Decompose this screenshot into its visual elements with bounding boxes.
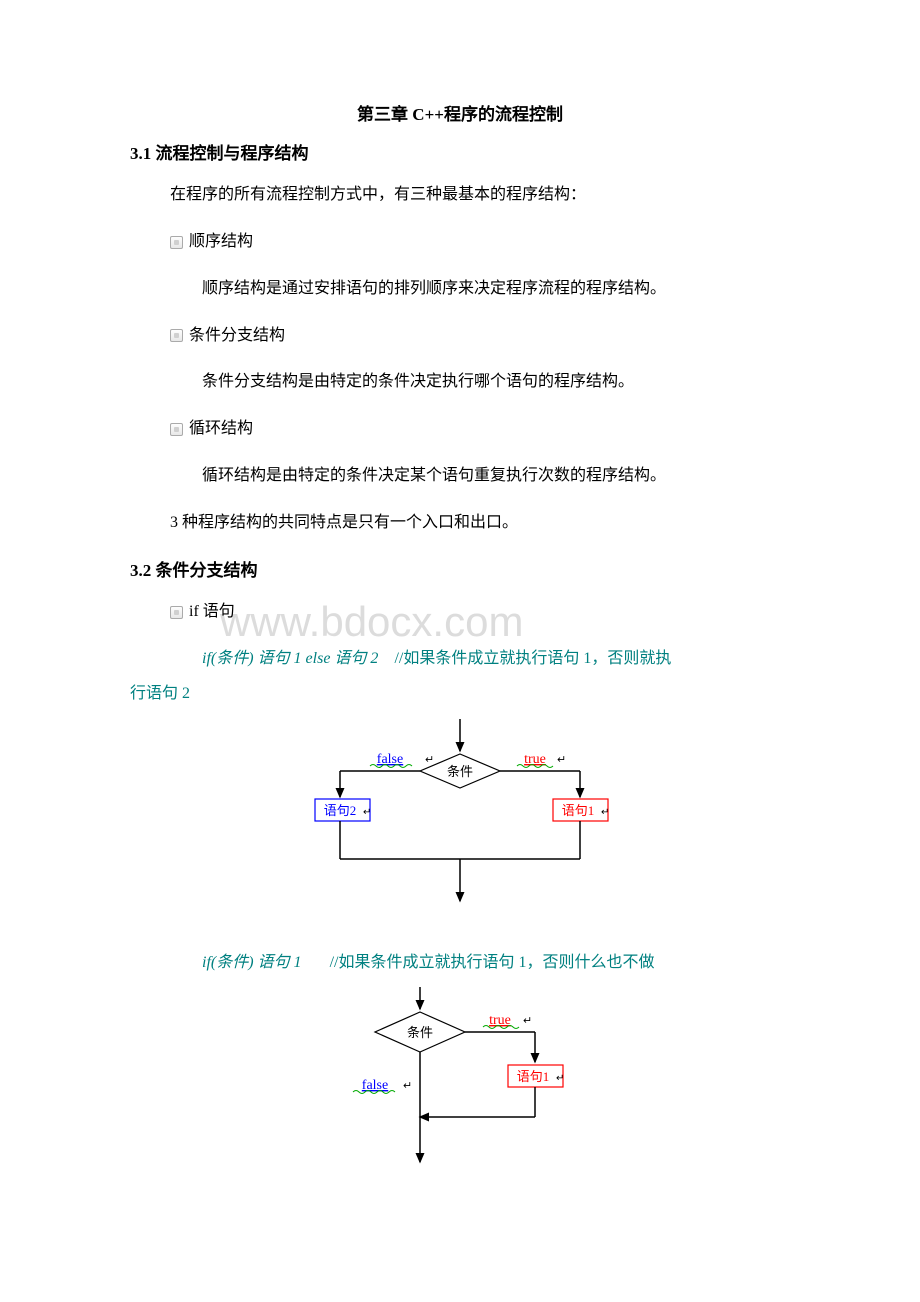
if-only-code: if(条件) 语句 1 //如果条件成立就执行语句 1，否则什么也不做 (202, 949, 790, 978)
code-comment: //如果条件成立就执行语句 1，否则什么也不做 (330, 954, 655, 971)
bullet-icon (170, 423, 183, 436)
svg-text:↵: ↵ (425, 754, 434, 766)
section-32-title: 3.2 条件分支结构 (130, 556, 790, 587)
desc-sequential: 顺序结构是通过安排语句的排列顺序来决定程序流程的程序结构。 (202, 275, 790, 304)
stmt2-label: 语句2 (324, 803, 357, 818)
intro-para: 在程序的所有流程控制方式中，有三种最基本的程序结构： (170, 181, 790, 210)
comment-continuation: 行语句 2 (130, 680, 790, 709)
bullet-icon (170, 236, 183, 249)
svg-text:↵: ↵ (601, 807, 609, 818)
bullet-label: if 语句 (189, 598, 235, 627)
stmt1-label: 语句1 (517, 1069, 550, 1084)
if-else-code: if(条件) 语句 1 else 语句 2 //如果条件成立就执行语句 1，否则… (202, 645, 790, 674)
bullet-label: 顺序结构 (189, 228, 253, 257)
stmt1-label: 语句1 (562, 803, 595, 818)
flowchart-svg-1: 条件 false ↵ true ↵ 语句2 ↵ 语句1 ↵ (295, 719, 625, 909)
desc-conditional: 条件分支结构是由特定的条件决定执行哪个语句的程序结构。 (202, 368, 790, 397)
chapter-title: 第三章 C++程序的流程控制 (130, 100, 790, 131)
flowchart-if-else: 条件 false ↵ true ↵ 语句2 ↵ 语句1 ↵ (130, 719, 790, 909)
bullet-label: 循环结构 (189, 415, 253, 444)
flowchart-if-only: 条件 true ↵ 语句1 ↵ false ↵ (130, 987, 790, 1167)
svg-text:↵: ↵ (523, 1015, 532, 1027)
svg-text:↵: ↵ (403, 1080, 412, 1092)
bullet-loop: 循环结构 (170, 415, 790, 444)
flowchart-svg-2: 条件 true ↵ 语句1 ↵ false ↵ (325, 987, 595, 1167)
section-31-title: 3.1 流程控制与程序结构 (130, 139, 790, 170)
bullet-conditional: 条件分支结构 (170, 322, 790, 351)
bullet-if: if 语句 (170, 598, 790, 627)
code-comment: //如果条件成立就执行语句 1，否则就执 (394, 650, 671, 667)
code-text: if(条件) 语句 1 else 语句 2 (202, 650, 378, 667)
svg-text:↵: ↵ (363, 807, 371, 818)
bullet-label: 条件分支结构 (189, 322, 285, 351)
condition-label: 条件 (407, 1025, 433, 1040)
desc-loop: 循环结构是由特定的条件决定某个语句重复执行次数的程序结构。 (202, 462, 790, 491)
svg-text:↵: ↵ (557, 754, 566, 766)
bullet-sequential: 顺序结构 (170, 228, 790, 257)
bullet-icon (170, 606, 183, 619)
bullet-icon (170, 329, 183, 342)
condition-label: 条件 (447, 764, 473, 779)
svg-text:↵: ↵ (556, 1073, 564, 1084)
summary-para: 3 种程序结构的共同特点是只有一个入口和出口。 (170, 509, 790, 538)
code-text: if(条件) 语句 1 (202, 954, 302, 971)
